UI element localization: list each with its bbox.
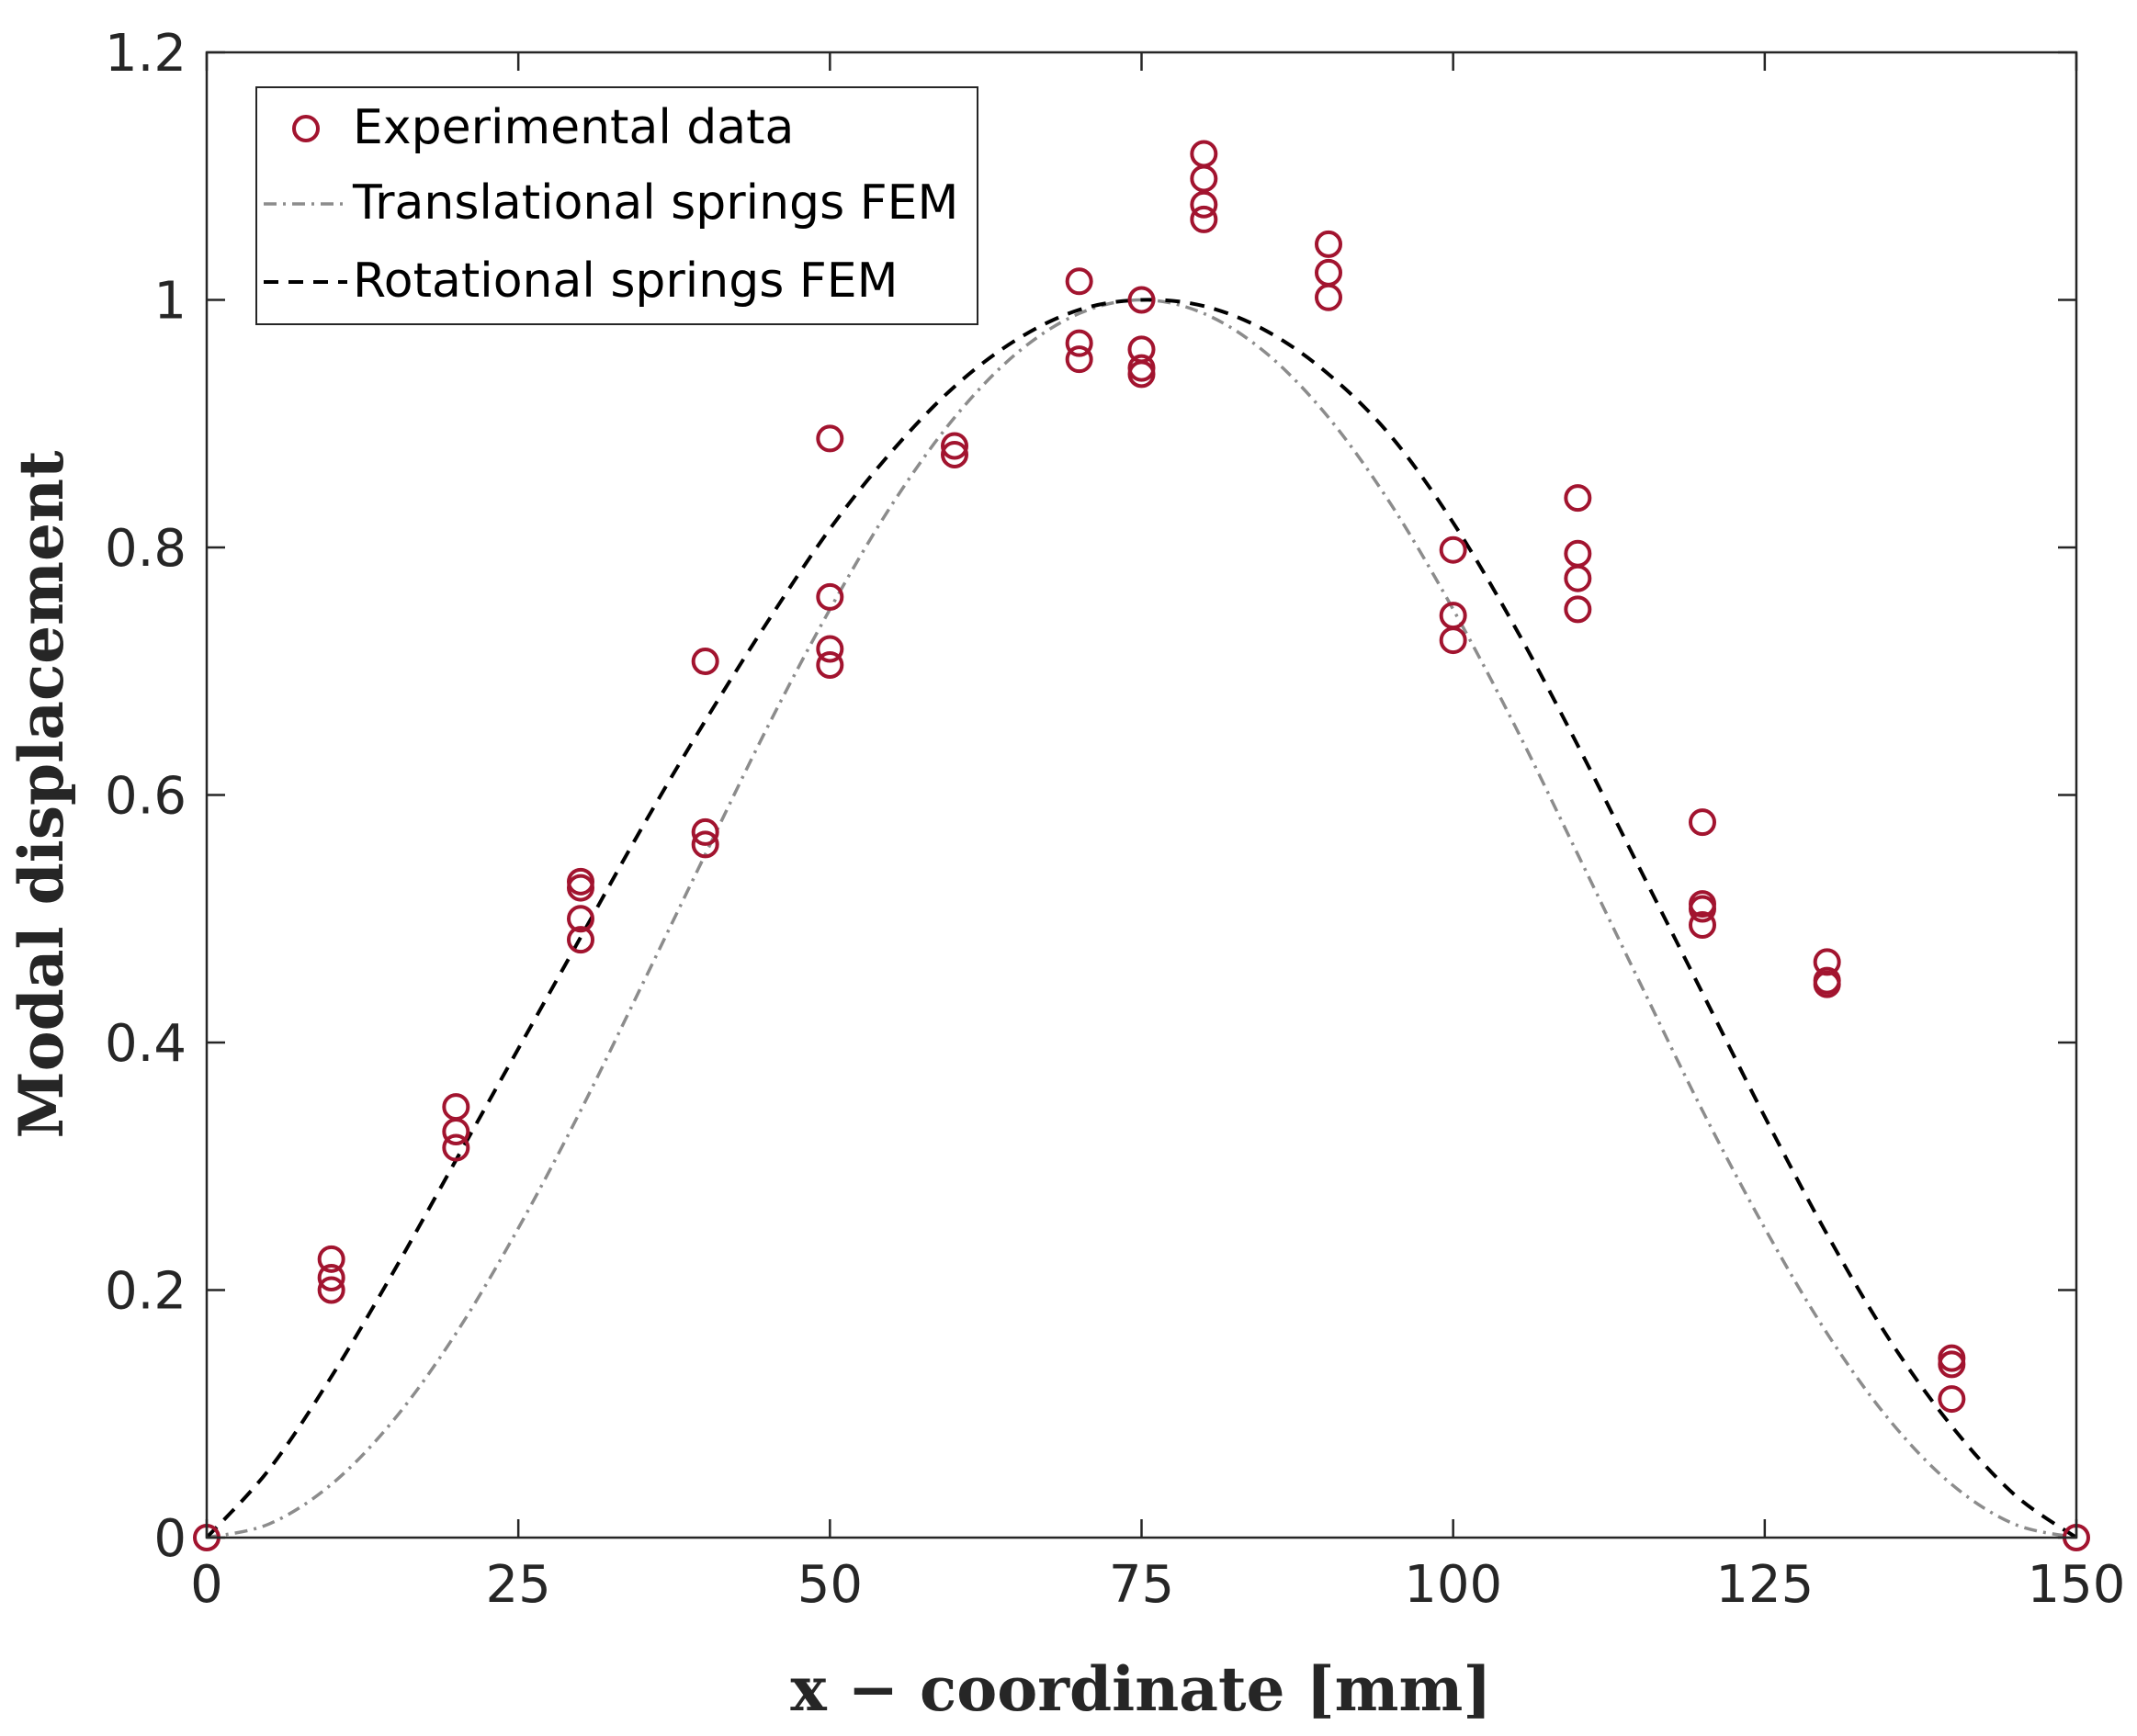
y-axis-title: Modal displacement (6, 450, 77, 1138)
experimental-data-point (567, 905, 594, 933)
experimental-data-point (1938, 1385, 1966, 1414)
experimental-data-point (1127, 286, 1156, 314)
experimental-data-point (317, 1276, 345, 1304)
experimental-data-point (1190, 164, 1218, 193)
experimental-data-point (567, 874, 594, 902)
x-tick-label: 125 (1715, 1555, 1814, 1615)
experimental-data-point (1689, 895, 1716, 923)
experimental-data-point (1315, 230, 1342, 258)
experimental-data-point (317, 1245, 345, 1273)
experimental-data-point (1689, 808, 1716, 837)
y-tick-label: 1.2 (105, 24, 187, 84)
plot-frame (205, 51, 2078, 1539)
experimental-data-point (1065, 345, 1093, 374)
x-tick-label: 100 (1404, 1555, 1502, 1615)
experimental-data-point (1938, 1350, 1966, 1379)
experimental-data-point (1127, 360, 1156, 389)
experimental-data-point (691, 647, 719, 675)
experimental-data-point (1065, 329, 1093, 357)
y-tick-label: 0.8 (105, 519, 187, 579)
legend-box (255, 86, 978, 325)
experimental-data-point (1564, 595, 1592, 624)
experimental-data-point (816, 635, 844, 663)
x-tick-label: 0 (190, 1555, 223, 1615)
experimental-data-point (1813, 970, 1841, 998)
experimental-data-point (1564, 564, 1592, 592)
experimental-data-point (816, 582, 844, 611)
lines-layer (207, 298, 2076, 1538)
experimental-data-point (442, 1133, 470, 1162)
legend-label-experimental: Experimental data (353, 100, 794, 155)
y-tick-label: 1 (153, 272, 187, 332)
ticks-layer: 0 25 50 75 100 125 150 0 0.2 0.4 0.6 0.8 1 1.2 (105, 24, 2126, 1615)
legend: Experimental data Translational springs … (255, 86, 978, 325)
x-tick-label: 50 (797, 1555, 863, 1615)
y-tick-label: 0 (153, 1509, 187, 1569)
experimental-data-point (1564, 484, 1592, 513)
experimental-data-point (816, 651, 844, 680)
experimental-data-point (941, 432, 968, 460)
experimental-data-point (1439, 626, 1467, 655)
experimental-data-point (1190, 190, 1218, 219)
legend-label-translational: Translational springs FEM (352, 175, 958, 231)
experimental-data-point (691, 817, 719, 846)
experimental-data-point (317, 1264, 345, 1292)
experimental-data-point (567, 926, 594, 954)
y-tick-label: 0.2 (105, 1262, 187, 1322)
experimental-data-point (1439, 535, 1467, 564)
x-tick-label: 25 (486, 1555, 551, 1615)
experimental-data-point (1315, 283, 1342, 311)
y-tick-label: 0.6 (105, 767, 187, 827)
legend-marker-experimental (292, 115, 320, 142)
experimental-data-point (442, 1118, 470, 1146)
experimental-data-point (1689, 910, 1716, 939)
experimental-data-point (1190, 205, 1218, 233)
experimental-data-point (816, 424, 844, 453)
x-tick-label: 75 (1109, 1555, 1174, 1615)
experimental-data-point (1065, 267, 1093, 296)
experimental-data-point (691, 830, 719, 859)
experimental-data-point (941, 440, 968, 468)
y-tick-label: 0.4 (105, 1014, 187, 1074)
legend-label-rotational: Rotational springs FEM (353, 254, 898, 309)
x-tick-label: 150 (2028, 1555, 2126, 1615)
x-axis-title: x − coordinate [mm] (790, 1653, 1491, 1725)
rotational-springs-line (207, 298, 2076, 1538)
